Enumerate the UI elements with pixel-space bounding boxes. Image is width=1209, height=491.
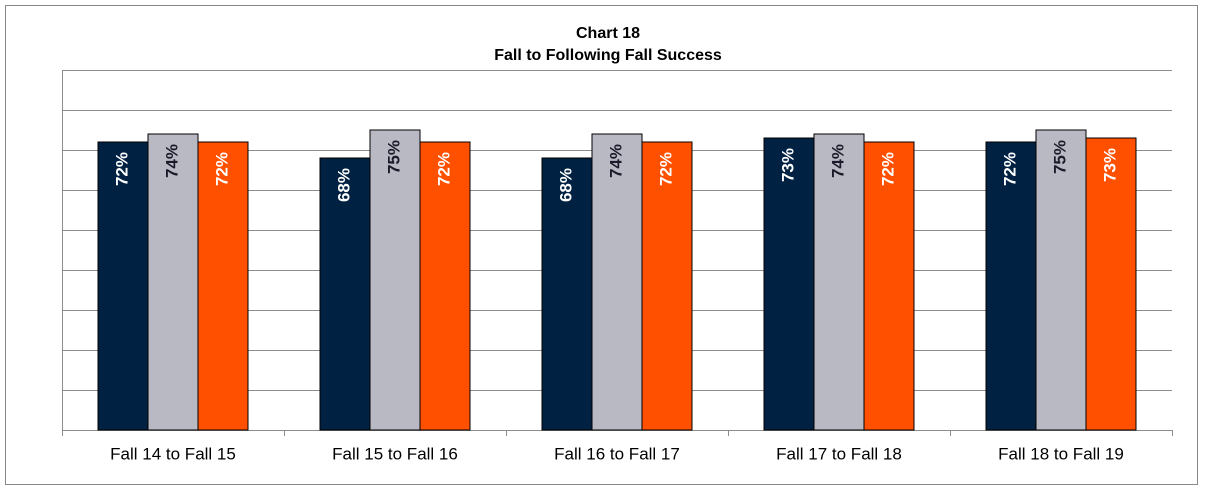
chart-title: Chart 18 <box>576 25 640 42</box>
bar <box>641 141 693 431</box>
data-label: 72% <box>1000 152 1019 186</box>
bar <box>147 133 199 431</box>
data-label: 72% <box>434 152 453 186</box>
bar <box>591 133 643 431</box>
data-label: 72% <box>656 152 675 186</box>
x-tick-label: Fall 14 to Fall 15 <box>110 444 236 463</box>
x-tick-label: Fall 15 to Fall 16 <box>332 444 458 463</box>
data-label: 74% <box>606 144 625 178</box>
data-label: 75% <box>384 140 403 174</box>
data-label: 74% <box>828 144 847 178</box>
data-label: 73% <box>1100 148 1119 182</box>
data-label: 75% <box>1050 140 1069 174</box>
x-tick-label: Fall 17 to Fall 18 <box>776 444 902 463</box>
bar <box>419 141 471 431</box>
bar <box>97 141 149 431</box>
x-tick-label: Fall 18 to Fall 19 <box>998 444 1124 463</box>
data-label: 73% <box>778 148 797 182</box>
data-label: 74% <box>162 144 181 178</box>
chart-subtitle: Fall to Following Fall Success <box>494 47 722 64</box>
bar <box>863 141 915 431</box>
data-label: 72% <box>112 152 131 186</box>
bar <box>369 129 421 431</box>
data-label: 68% <box>556 168 575 202</box>
bar <box>1035 129 1087 431</box>
data-label: 72% <box>878 152 897 186</box>
x-tick-label: Fall 16 to Fall 17 <box>554 444 680 463</box>
data-label: 72% <box>212 152 231 186</box>
bar <box>763 137 815 431</box>
bar <box>1085 137 1137 431</box>
data-label: 68% <box>334 168 353 202</box>
bar <box>197 141 249 431</box>
bar <box>541 157 593 431</box>
